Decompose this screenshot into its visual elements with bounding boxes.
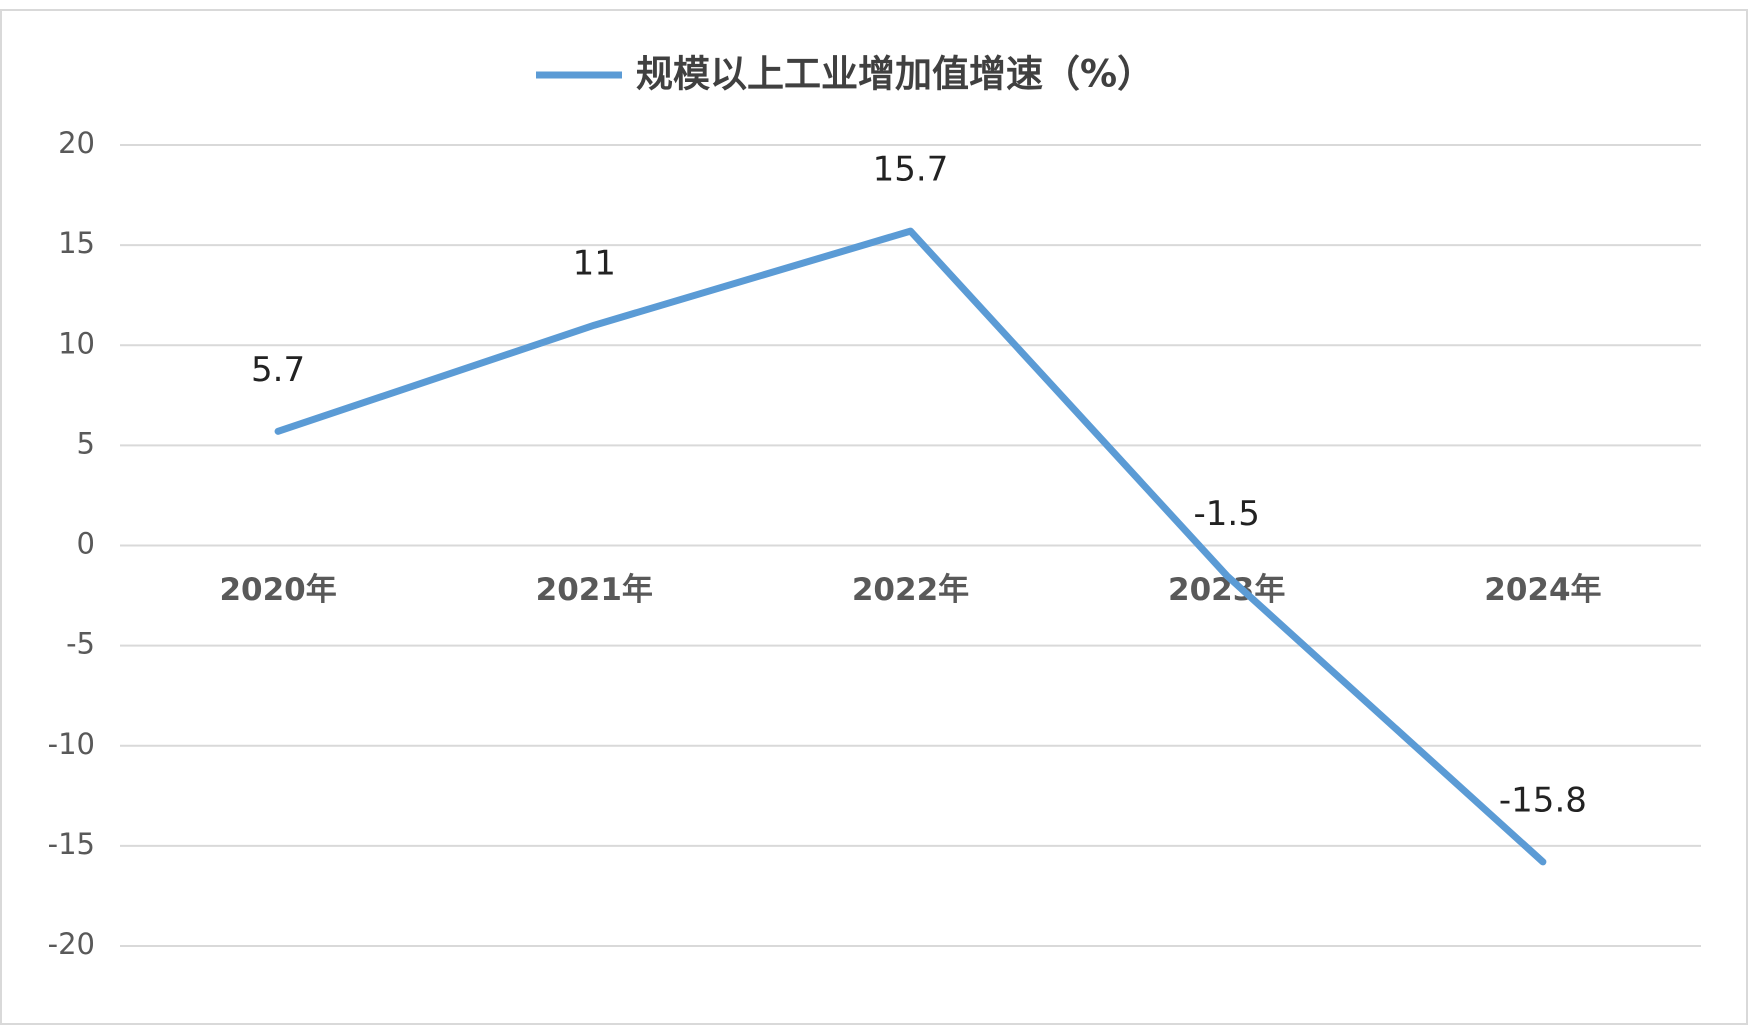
y-tick-label: 15 (58, 226, 95, 260)
y-tick-label: 10 (58, 326, 95, 360)
x-tick-label: 2022年 (852, 572, 969, 608)
x-tick-label: 2020年 (219, 572, 336, 608)
data-label: 15.7 (873, 150, 949, 190)
data-label: 5.7 (251, 350, 305, 390)
data-label: -15.8 (1499, 780, 1587, 820)
data-label: 11 (573, 244, 616, 284)
series-line (274, 227, 1547, 866)
x-tick-label: 2021年 (536, 572, 653, 608)
x-tick-label: 2024年 (1484, 572, 1601, 608)
y-tick-label: 0 (77, 527, 95, 561)
chart-frame (0, 9, 1748, 1025)
y-tick-label: -15 (48, 827, 95, 861)
legend-label: 规模以上工业增加值增速（%） (636, 53, 1154, 96)
y-tick-label: 20 (58, 126, 95, 160)
y-tick-label: -5 (66, 627, 95, 661)
y-tick-label: 5 (77, 426, 95, 460)
y-tick-label: -10 (48, 727, 95, 761)
y-tick-label: -20 (48, 927, 95, 961)
data-label: -1.5 (1194, 494, 1260, 534)
